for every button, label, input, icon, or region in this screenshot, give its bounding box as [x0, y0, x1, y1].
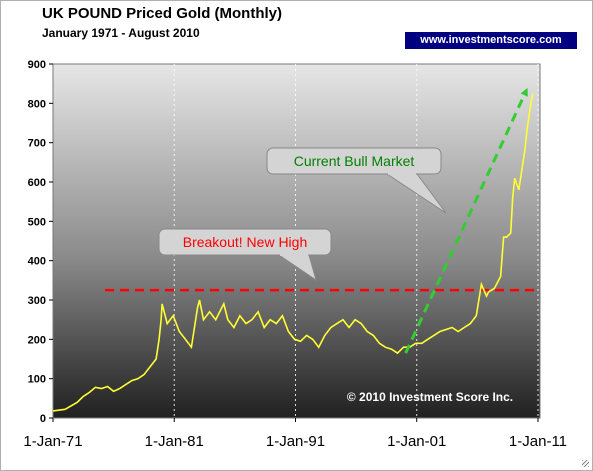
callout-label: Current Bull Market	[294, 153, 415, 169]
callout-box	[158, 228, 332, 256]
y-tick-label: 100	[28, 374, 46, 386]
x-tick-label: 1-Jan-71	[23, 433, 82, 450]
x-tick-label: 1-Jan-81	[145, 433, 204, 450]
series-line-price	[52, 93, 534, 412]
y-tick-label: 0	[40, 413, 46, 425]
callout-label: Breakout! New High	[183, 234, 308, 250]
y-tick-label: 200	[28, 334, 46, 346]
source-link[interactable]: www.investmentscore.com	[405, 32, 577, 49]
y-tick-label: 600	[28, 177, 46, 189]
chart-subtitle: January 1971 - August 2010	[42, 26, 200, 40]
y-tick-label: 800	[28, 98, 46, 110]
callouts: Breakout! New High Current Bull Market	[158, 87, 528, 354]
y-tick-label: 500	[28, 216, 46, 228]
y-tick-label: 400	[28, 256, 46, 268]
y-tick-label: 300	[28, 295, 46, 307]
x-tick-label: 1-Jan-11	[509, 433, 567, 450]
callout-seam	[280, 253, 308, 256]
copyright-text: © 2010 Investment Score Inc.	[347, 390, 513, 404]
callout-seam	[388, 172, 416, 175]
x-axis: 1-Jan-71 1-Jan-81 1-Jan-91 1-Jan-01 1-Jan-11	[23, 418, 567, 450]
y-tick-label: 900	[28, 59, 46, 71]
y-tick-label: 700	[28, 138, 46, 150]
callout-box	[266, 147, 442, 175]
x-tick-label: 1-Jan-91	[266, 433, 325, 450]
callout: Current Bull Market	[266, 147, 447, 214]
bull-trend-arrow	[404, 87, 528, 354]
resize-grip-icon	[582, 460, 589, 467]
x-tick-label: 1-Jan-01	[387, 433, 446, 450]
callout: Breakout! New High	[158, 228, 332, 282]
chart-title: UK POUND Priced Gold (Monthly)	[42, 5, 282, 22]
y-axis: 0 100 200 300 400 500 600 700 800 900	[28, 59, 53, 425]
